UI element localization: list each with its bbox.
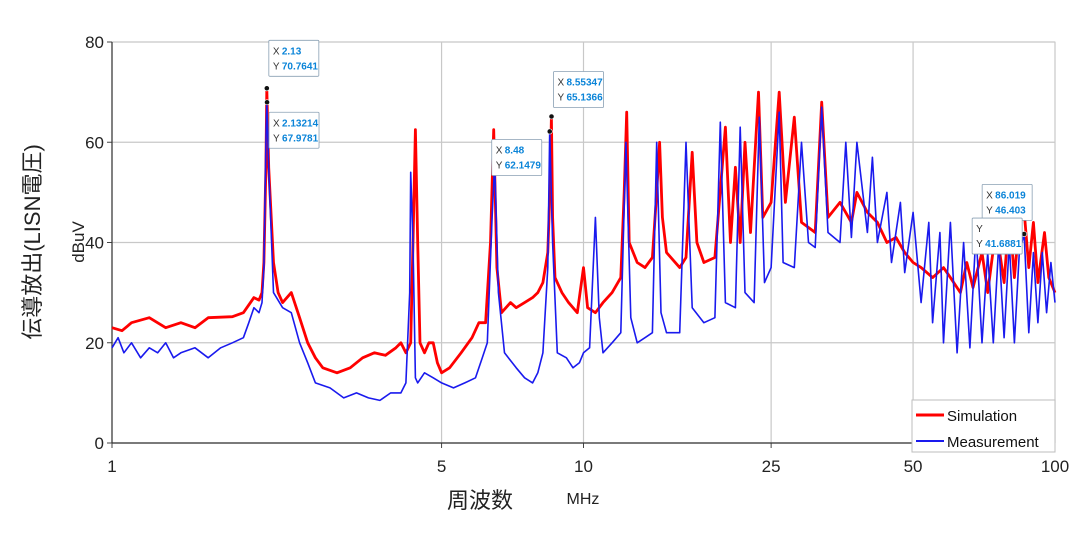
datatip-y-key: Y — [273, 61, 280, 72]
axes: 1 5 10 25 50 100 0 20 40 60 80 — [85, 33, 1069, 476]
x-tick-label: 10 — [574, 457, 593, 476]
datatip-y-key: Y — [496, 160, 503, 171]
datatip-x-key: X — [496, 145, 503, 156]
series-layer — [111, 86, 1057, 402]
datatip-x-value: 8.55347 — [567, 78, 604, 89]
series-line-simulation — [111, 86, 1057, 375]
datatip-y-key: Y — [976, 239, 983, 250]
datatip-x-value: 2.13214 — [282, 118, 319, 129]
datatip-y-key: Y — [273, 133, 280, 144]
series-line-measurement — [111, 101, 1056, 402]
datatip[interactable]: X 2.13Y 70.7641 — [263, 39, 320, 92]
y-tick-label: 40 — [85, 234, 104, 253]
datatip-box — [553, 71, 604, 108]
x-axis-label: 周波数 — [447, 488, 513, 513]
datatip-y-key: Y — [986, 205, 993, 216]
legend: Simulation Measurement — [911, 399, 1056, 453]
datatip-box — [491, 139, 543, 176]
datatip-x-value: 86.019 — [995, 190, 1026, 201]
datatip-x-key: X — [273, 46, 280, 57]
datatip-box — [268, 39, 320, 77]
datatip[interactable]: YY 41.6881 — [971, 217, 1028, 255]
x-tick-label: 1 — [107, 457, 116, 476]
datatip-marker — [263, 85, 270, 92]
datatip-box — [268, 111, 320, 149]
datatip-y-value: 70.7641 — [282, 61, 319, 72]
datatip-x-key: Y — [976, 224, 983, 235]
y-tick-label: 80 — [85, 33, 104, 52]
datatip-x-key: X — [986, 190, 993, 201]
x-tick-label: 100 — [1041, 457, 1069, 476]
datatip-box — [971, 217, 1023, 255]
datatip-y-key: Y — [558, 93, 565, 104]
y-unit-label: dBuV — [69, 221, 88, 263]
y-axis-label: 伝導放出(LISN電圧) — [20, 144, 45, 340]
datatip-marker — [546, 128, 553, 135]
x-unit-label: MHz — [567, 491, 600, 508]
datatip-x-key: X — [558, 78, 565, 89]
datatip-y-value: 65.1366 — [567, 93, 604, 104]
legend-label-measurement: Measurement — [947, 434, 1040, 451]
x-tick-label: 50 — [904, 457, 923, 476]
y-tick-label: 20 — [85, 334, 104, 353]
datatip-marker — [264, 99, 270, 106]
y-tick-label: 60 — [85, 133, 104, 152]
datatip-x-key: X — [273, 118, 280, 129]
y-tick-label: 0 — [95, 434, 104, 453]
datatip-y-value: 62.1479 — [505, 160, 542, 171]
datatip-y-value: 67.9781 — [282, 133, 319, 144]
datatip-x-value: 8.48 — [505, 145, 525, 156]
x-tick-label: 5 — [437, 457, 446, 476]
legend-label-simulation: Simulation — [947, 408, 1017, 425]
datatip[interactable]: X 8.48Y 62.1479 — [491, 128, 553, 176]
legend-box — [911, 399, 1056, 453]
x-tick-label: 25 — [762, 457, 781, 476]
datatip-x-value: 2.13 — [282, 46, 302, 57]
datatip-y-value: 41.6881 — [985, 239, 1022, 250]
datatip-marker — [548, 113, 555, 120]
datatip-y-value: 46.403 — [995, 205, 1026, 216]
